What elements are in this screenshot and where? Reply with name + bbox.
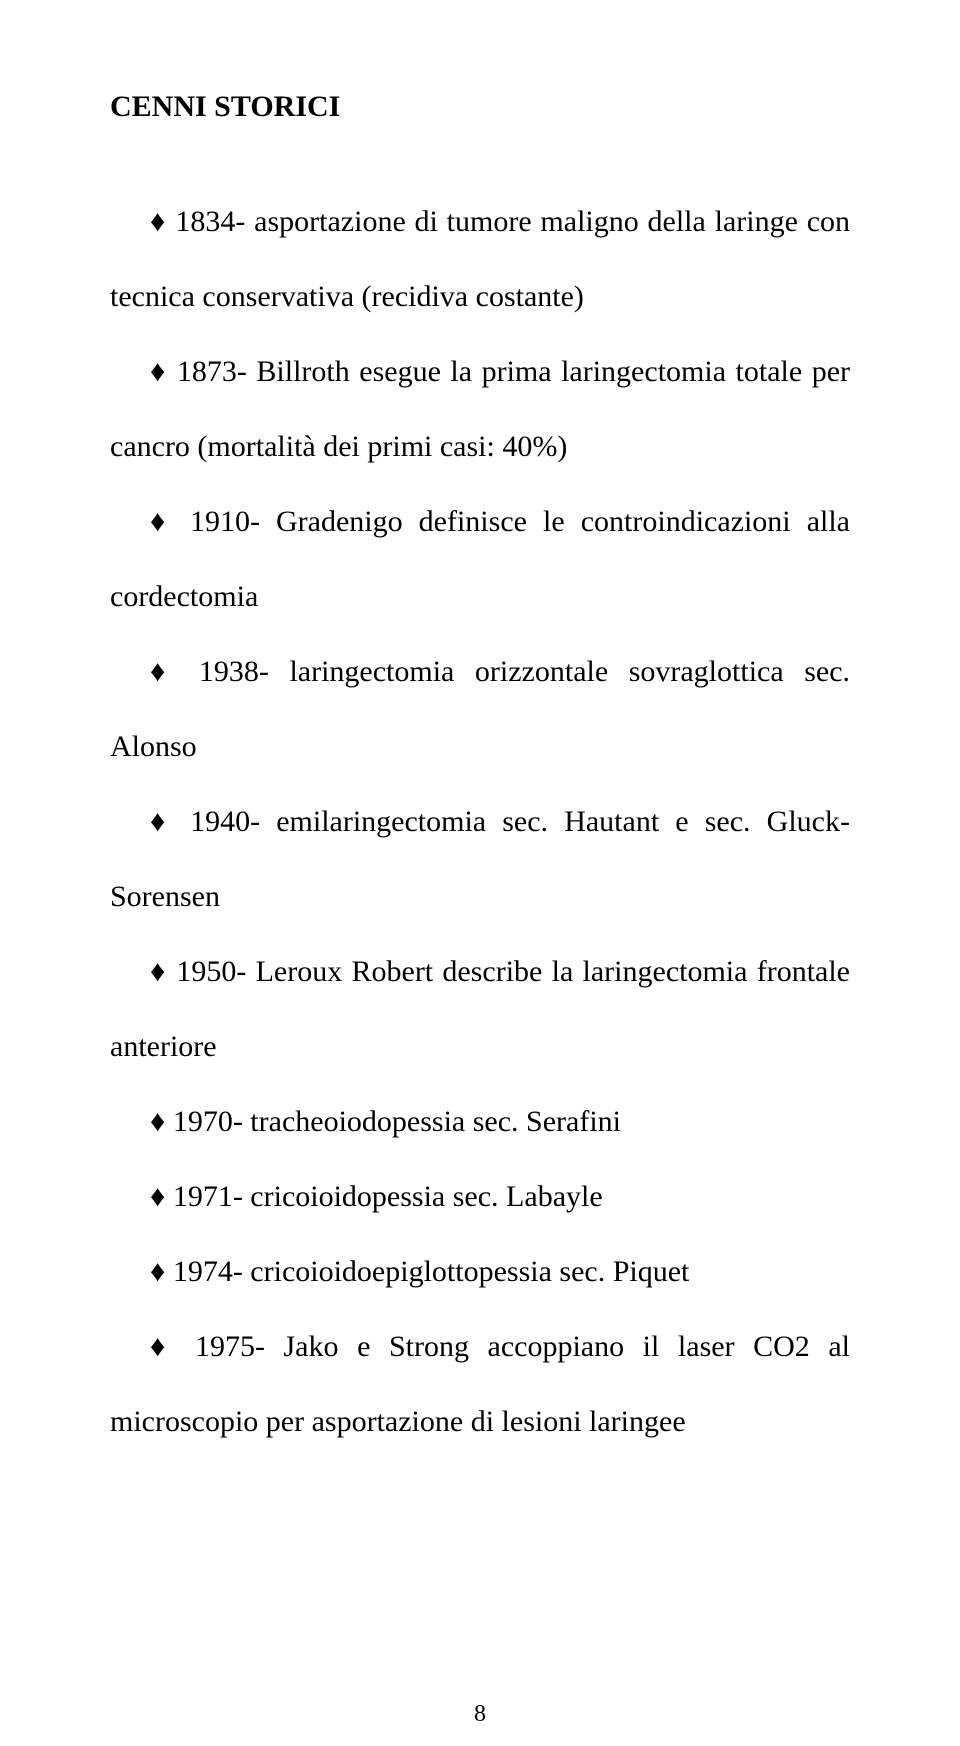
list-item: ♦ 1950- Leroux Robert describe la laring… [110, 934, 850, 1084]
bullet-diamond-icon: ♦ [150, 1180, 173, 1213]
list-item-text: 1975- Jako e Strong accoppiano il laser … [110, 1330, 850, 1438]
list-item: ♦ 1975- Jako e Strong accoppiano il lase… [110, 1309, 850, 1459]
bullet-diamond-icon: ♦ [150, 205, 175, 238]
list-item-text: 1970- tracheoiodopessia sec. Serafini [173, 1105, 621, 1138]
list-item-text: 1910- Gradenigo definisce le controindic… [110, 505, 850, 613]
list-item-text: 1938- laringectomia orizzontale sovraglo… [110, 655, 850, 763]
body-text: ♦ 1834- asportazione di tumore maligno d… [110, 184, 850, 1459]
document-page: CENNI STORICI ♦ 1834- asportazione di tu… [0, 0, 960, 1746]
bullet-diamond-icon: ♦ [150, 1330, 195, 1363]
list-item: ♦ 1971- cricoioidopessia sec. Labayle [110, 1159, 850, 1234]
bullet-diamond-icon: ♦ [150, 805, 190, 838]
bullet-diamond-icon: ♦ [150, 1105, 173, 1138]
list-item: ♦ 1873- Billroth esegue la prima laringe… [110, 334, 850, 484]
list-item: ♦ 1974- cricoioidoepiglottopessia sec. P… [110, 1234, 850, 1309]
list-item-text: 1971- cricoioidopessia sec. Labayle [173, 1180, 603, 1213]
list-item: ♦ 1910- Gradenigo definisce le controind… [110, 484, 850, 634]
list-item-text: 1974- cricoioidoepiglottopessia sec. Piq… [173, 1255, 690, 1288]
list-item-text: 1940- emilaringectomia sec. Hautant e se… [110, 805, 850, 913]
bullet-diamond-icon: ♦ [150, 1255, 173, 1288]
bullet-diamond-icon: ♦ [150, 655, 199, 688]
list-item: ♦ 1834- asportazione di tumore maligno d… [110, 184, 850, 334]
bullet-diamond-icon: ♦ [150, 955, 176, 988]
page-number: 8 [474, 1701, 486, 1728]
list-item: ♦ 1970- tracheoiodopessia sec. Serafini [110, 1084, 850, 1159]
page-title: CENNI STORICI [110, 90, 850, 124]
list-item: ♦ 1940- emilaringectomia sec. Hautant e … [110, 784, 850, 934]
list-item-text: 1950- Leroux Robert describe la laringec… [110, 955, 850, 1063]
list-item-text: 1834- asportazione di tumore maligno del… [110, 205, 850, 313]
bullet-diamond-icon: ♦ [150, 505, 190, 538]
bullet-diamond-icon: ♦ [150, 355, 177, 388]
list-item: ♦ 1938- laringectomia orizzontale sovrag… [110, 634, 850, 784]
list-item-text: 1873- Billroth esegue la prima laringect… [110, 355, 850, 463]
